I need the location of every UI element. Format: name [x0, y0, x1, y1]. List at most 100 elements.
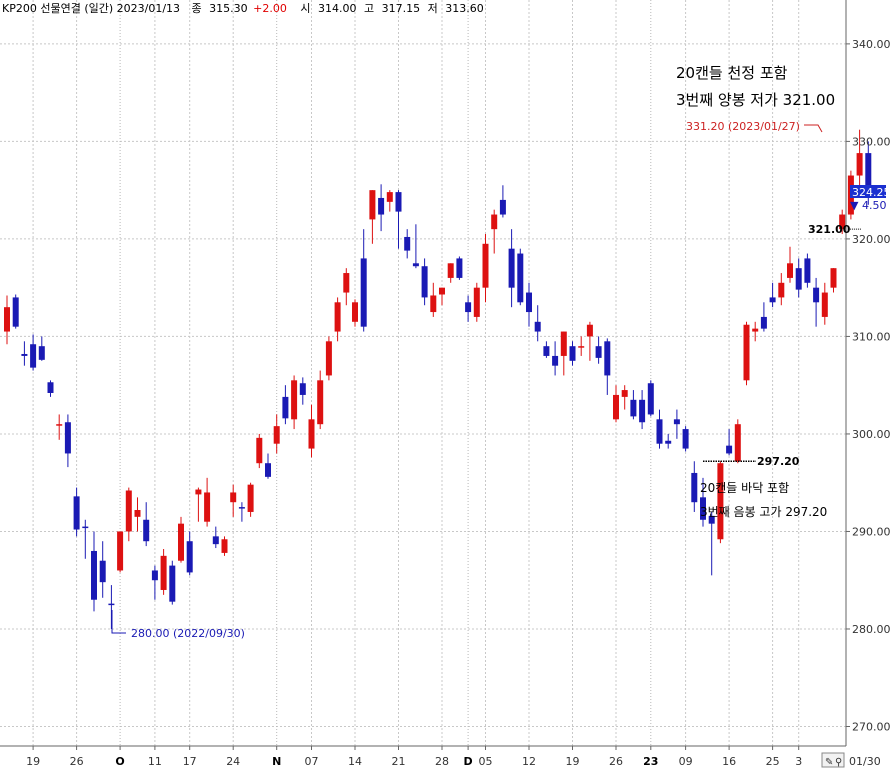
candle	[491, 209, 498, 254]
candle	[586, 321, 593, 361]
candle-body	[352, 302, 358, 322]
candle-body	[665, 440, 672, 444]
candle	[499, 185, 506, 218]
candle	[99, 541, 106, 598]
candle	[378, 184, 385, 232]
y-tick-label: 310.00	[852, 330, 891, 343]
candle	[238, 502, 245, 522]
candle	[117, 531, 124, 573]
candle-body	[82, 526, 89, 529]
candle	[160, 549, 167, 595]
candle-body	[613, 394, 619, 420]
candle-body	[439, 287, 445, 295]
candle-body	[743, 324, 750, 381]
x-tick-label: 3	[795, 755, 802, 768]
candle-body	[299, 383, 306, 395]
x-tick-label: N	[272, 755, 281, 768]
candle	[221, 536, 228, 556]
y-tick-label: 330.00	[852, 135, 891, 148]
x-tick-label: 16	[722, 755, 736, 768]
y-tick-label: 290.00	[852, 525, 891, 538]
candle	[421, 258, 428, 306]
candle	[508, 229, 515, 308]
candle-body	[369, 190, 376, 220]
candle	[743, 321, 750, 386]
top-annotation-line2: 3번째 양봉 저가 321.00	[676, 91, 835, 109]
candle	[647, 380, 654, 417]
candle	[317, 370, 324, 430]
header-low-label: 저	[428, 2, 438, 15]
y-tick-label: 280.00	[852, 623, 891, 636]
header-low: 313.60	[445, 2, 484, 15]
zoom-icon[interactable]: ⚲	[835, 757, 842, 768]
x-tick-label: 14	[348, 755, 362, 768]
candle-body	[526, 292, 532, 313]
header-symbol: KP200 선물연결 (일간) 2023/01/13	[2, 1, 180, 15]
candle	[465, 295, 472, 322]
candle-body	[125, 490, 132, 532]
header-open-label: 시	[300, 2, 310, 15]
candle	[569, 341, 576, 366]
x-tick-label: 17	[183, 755, 197, 768]
candle	[595, 336, 602, 364]
candle-body	[378, 197, 385, 215]
candle	[856, 129, 863, 186]
candle-body	[230, 492, 237, 503]
candle	[108, 585, 115, 629]
candle	[47, 380, 54, 397]
candle-body	[769, 297, 776, 303]
candle	[82, 519, 89, 559]
candle-body	[534, 321, 541, 332]
edit-icon[interactable]: ✎	[825, 757, 833, 768]
candle-body	[12, 297, 19, 327]
candle	[682, 426, 689, 452]
candle	[256, 433, 263, 469]
candle	[369, 190, 376, 244]
candle	[621, 385, 628, 410]
candle-body	[73, 496, 80, 530]
candle	[447, 263, 454, 283]
candle	[560, 331, 567, 376]
candle	[700, 477, 706, 527]
candle	[64, 414, 71, 468]
candle-body	[282, 396, 289, 419]
candle	[273, 414, 280, 454]
candle	[795, 258, 802, 298]
candle-body	[778, 282, 785, 298]
toolbar-box[interactable]	[821, 752, 845, 768]
candle-body	[752, 328, 759, 332]
candle	[412, 224, 419, 269]
candle	[665, 433, 672, 449]
candle-body	[30, 344, 37, 368]
x-tick-label: 05	[479, 755, 493, 768]
candle	[639, 390, 646, 430]
bottom-annotation-line2: 3번째 음봉 고가 297.20	[700, 505, 827, 519]
candle	[717, 461, 724, 544]
candle	[726, 429, 733, 456]
candle-body	[560, 331, 567, 356]
low-label: 280.00 (2022/09/30)	[131, 627, 245, 640]
corner-date: 01/30	[849, 755, 881, 768]
candle	[482, 234, 489, 303]
candle	[308, 404, 315, 458]
candle-body	[195, 489, 202, 495]
candle	[534, 305, 541, 342]
candle-body	[821, 292, 828, 317]
candle-body	[804, 258, 811, 283]
candle-body	[291, 380, 298, 420]
top-annotation-line1: 20캔들 천정 포함	[676, 64, 788, 82]
candle-body	[865, 153, 872, 198]
y-tick-label: 300.00	[852, 428, 891, 441]
candle-body	[308, 419, 315, 449]
candle-body	[517, 253, 524, 303]
candles	[4, 129, 872, 629]
candle-body	[691, 472, 698, 503]
candle-body	[447, 263, 454, 278]
candle-body	[238, 507, 245, 509]
candle	[578, 336, 585, 356]
candle	[4, 295, 10, 345]
x-tick-label: 28	[435, 755, 449, 768]
candle-body	[734, 424, 741, 462]
candle	[30, 334, 37, 371]
